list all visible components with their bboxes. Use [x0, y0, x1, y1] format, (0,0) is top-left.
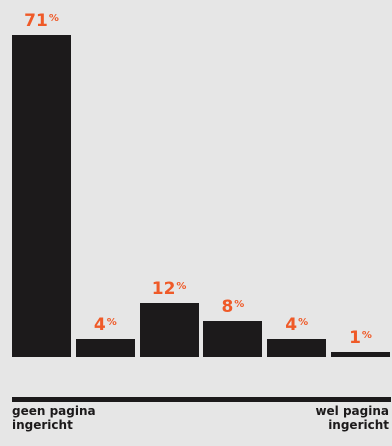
value-number: 4 — [285, 314, 298, 335]
value-label-3: 12% — [134, 278, 204, 299]
value-number: 4 — [93, 314, 106, 335]
value-number: 71 — [24, 11, 48, 31]
value-number: 8 — [221, 296, 234, 317]
value-label-4: 8% — [198, 296, 268, 317]
percent-sign: % — [234, 298, 245, 310]
value-number: 1 — [349, 328, 361, 349]
percent-sign: % — [48, 13, 59, 24]
axis-rule — [12, 397, 391, 402]
bar-4 — [203, 320, 263, 357]
percent-sign: % — [176, 280, 187, 292]
value-label-2: 4% — [70, 314, 140, 335]
percent-sign: % — [361, 330, 372, 342]
axis-label-right: wel pagina ingericht — [315, 404, 389, 432]
value-label-5: 4% — [262, 314, 332, 335]
value-label-1: 71% — [7, 13, 77, 30]
percent-sign: % — [298, 316, 309, 328]
bar-1 — [12, 35, 71, 357]
bar-6 — [331, 352, 390, 357]
percent-sign: % — [106, 316, 117, 328]
bar-2 — [75, 338, 135, 357]
axis-label-left: geen pagina ingericht — [12, 404, 96, 432]
value-number: 12 — [151, 278, 176, 299]
bar-5 — [267, 338, 327, 357]
value-label-6: 1% — [326, 330, 392, 347]
bar-3 — [139, 302, 199, 357]
